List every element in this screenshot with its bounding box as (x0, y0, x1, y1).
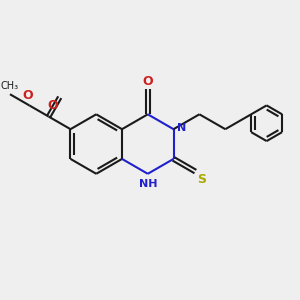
Text: N: N (177, 123, 186, 133)
Text: O: O (22, 89, 33, 102)
Text: O: O (142, 74, 153, 88)
Text: CH₃: CH₃ (1, 81, 19, 91)
Text: S: S (197, 173, 206, 186)
Text: O: O (48, 99, 58, 112)
Text: NH: NH (139, 179, 157, 189)
